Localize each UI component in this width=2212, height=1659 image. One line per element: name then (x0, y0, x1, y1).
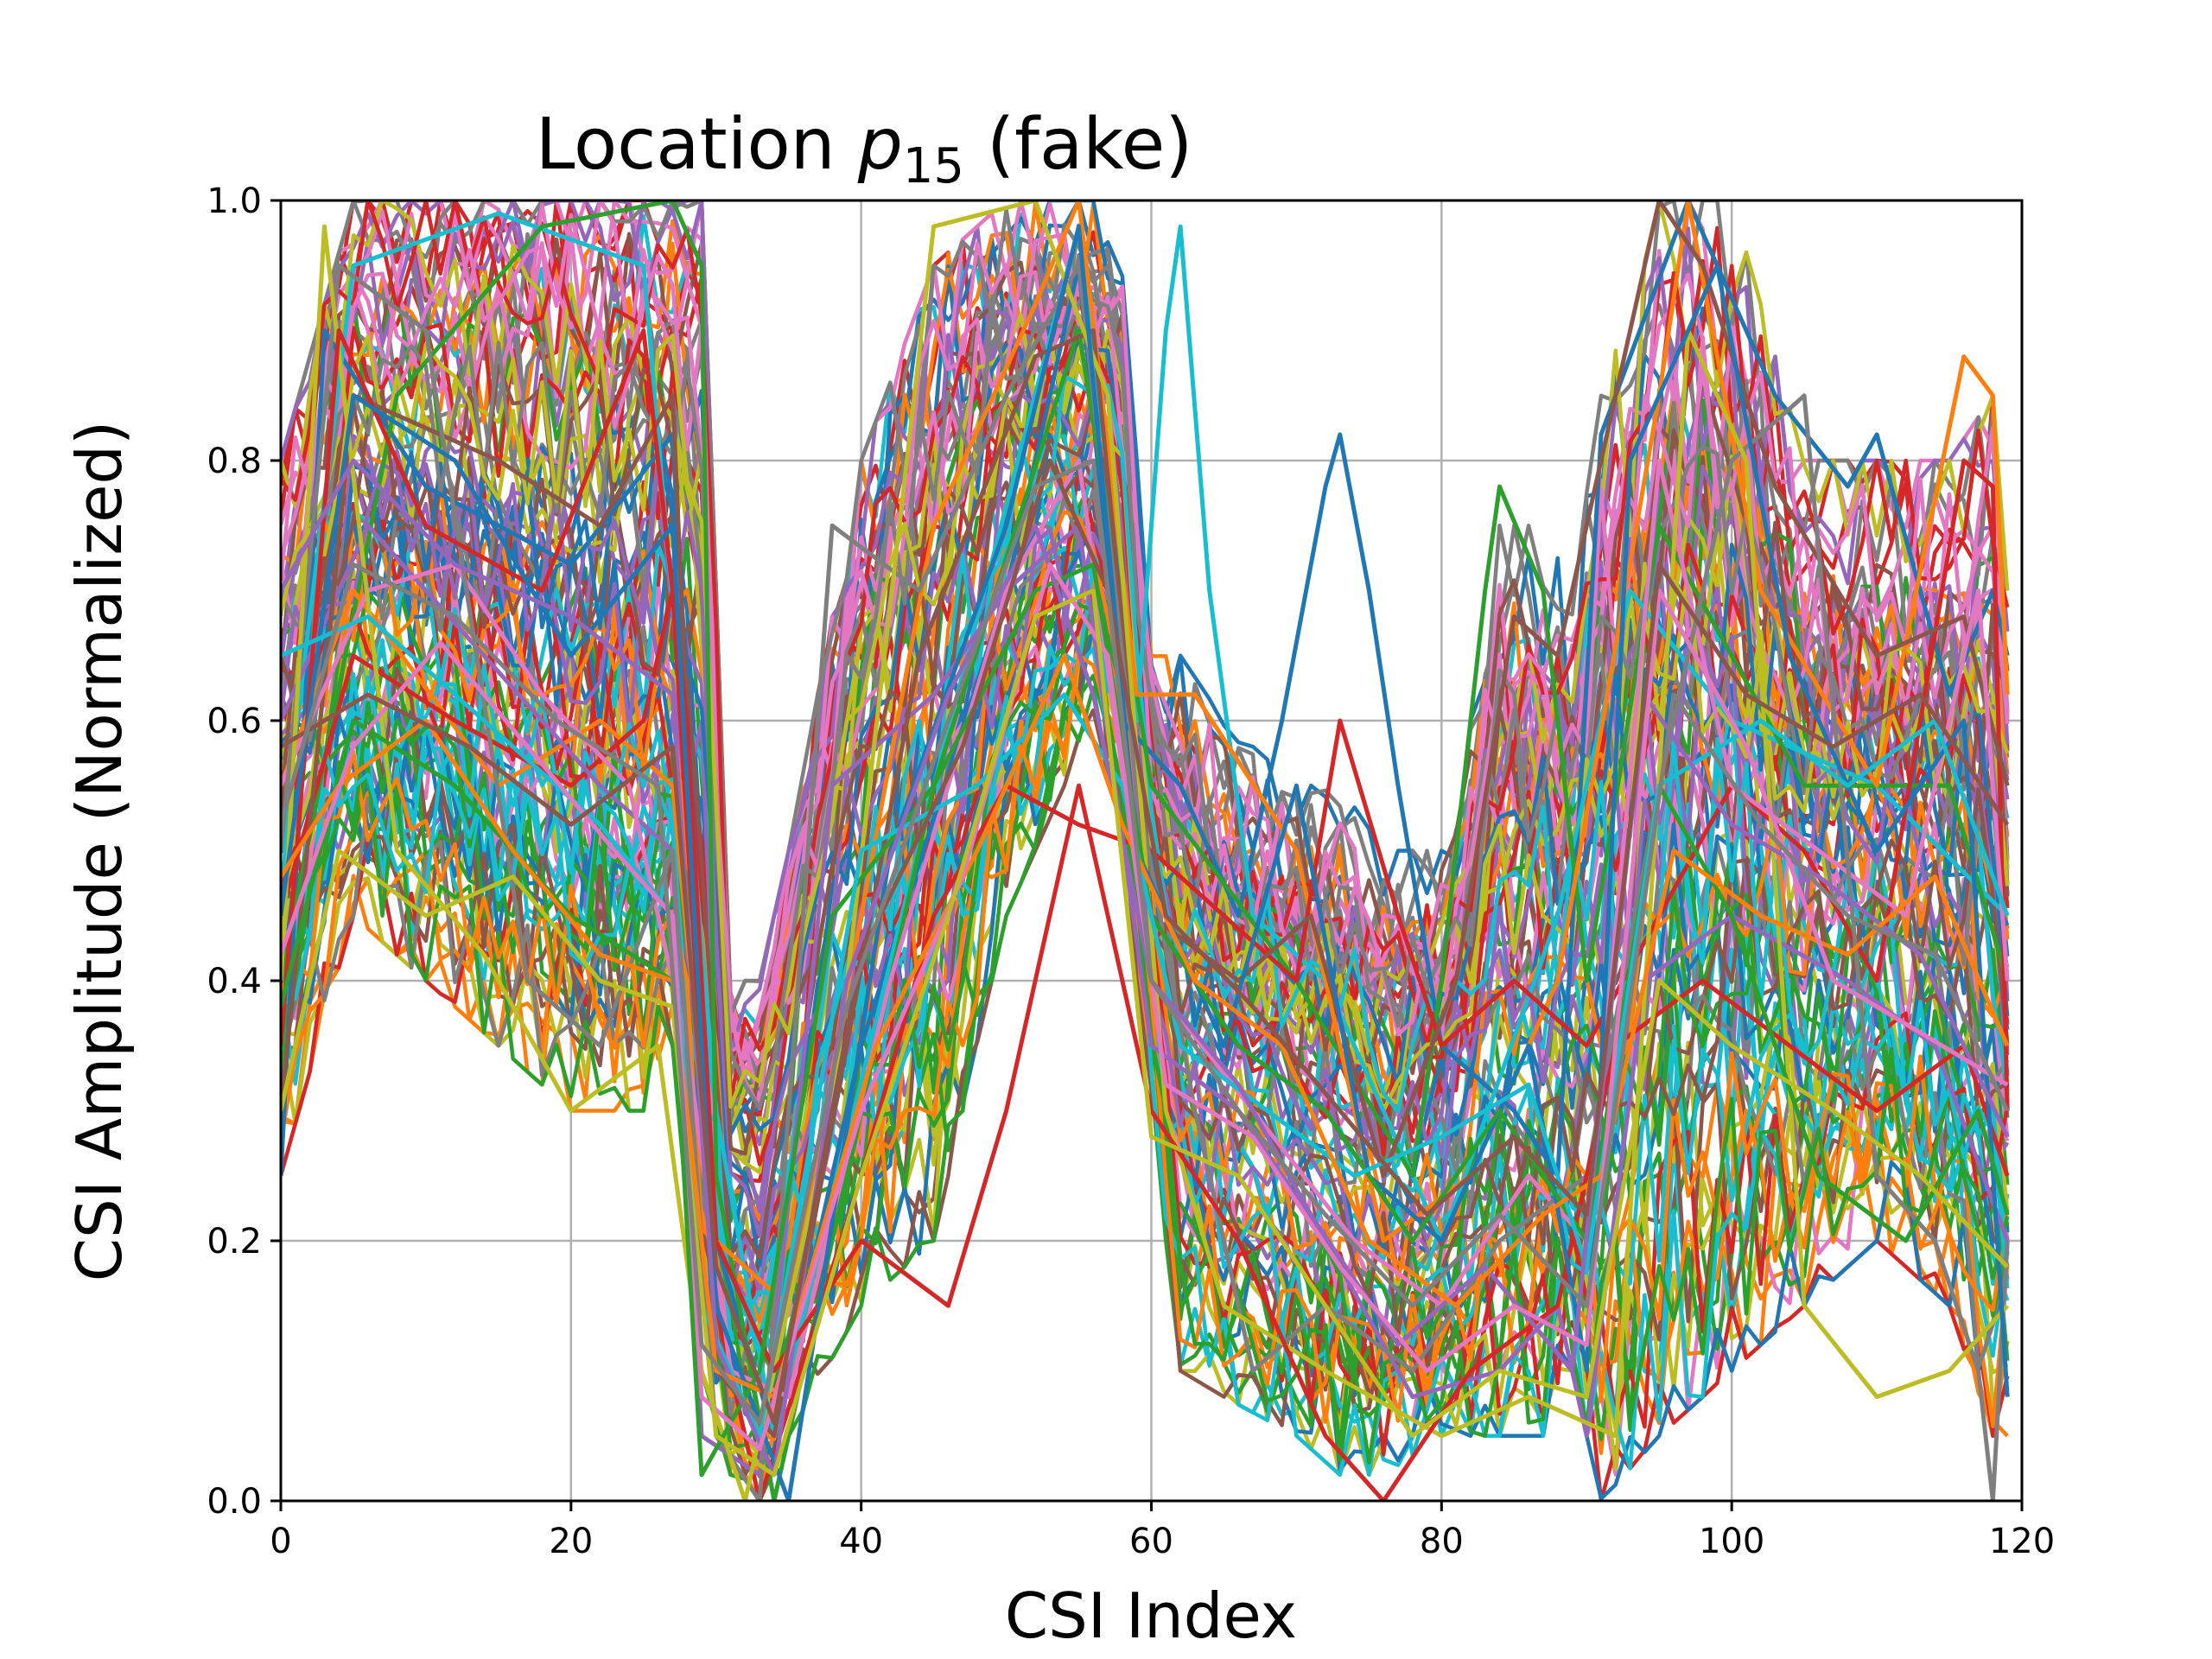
y-tick-label: 0.8 (207, 442, 262, 481)
x-tick-label: 120 (1989, 1522, 2055, 1561)
series-line (281, 458, 2010, 1478)
series-line (281, 588, 2010, 1478)
y-tick-label: 0.0 (207, 1482, 262, 1522)
x-axis-title: CSI Index (1005, 1580, 1297, 1652)
chart-title-prefix: Location (536, 104, 858, 186)
x-tick-label: 100 (1699, 1522, 1764, 1561)
series-line (281, 328, 2010, 1501)
series-line (281, 458, 2010, 1426)
series-group (281, 200, 2010, 1501)
x-tick-label: 40 (839, 1522, 883, 1561)
series-line (281, 252, 2010, 1110)
chart-title-suffix: (fake) (964, 104, 1192, 186)
series-line (281, 458, 2010, 1426)
series-line (281, 224, 2010, 1501)
series-line (281, 523, 2010, 1478)
x-tick-label: 80 (1420, 1522, 1464, 1561)
y-tick-label: 0.2 (207, 1222, 262, 1262)
axis-ticks: 0 20 40 60 80 100 120 0.0 0.2 0.4 0.6 0.8 1.0 (207, 181, 2055, 1561)
y-tick-label: 0.4 (207, 962, 262, 1001)
y-tick-label: 1.0 (207, 181, 262, 221)
x-tick-label: 20 (549, 1522, 593, 1561)
chart-title: Location p15 (fake) (536, 104, 1192, 194)
chart-title-variable: p (857, 104, 903, 186)
x-tick-label: 0 (270, 1522, 291, 1561)
series-line (281, 200, 2010, 1439)
x-tick-label: 60 (1129, 1522, 1173, 1561)
series-line (281, 614, 2010, 1439)
y-axis-title: CSI Amplitude (Normalized) (63, 421, 136, 1281)
series-line (281, 653, 2010, 1400)
y-tick-label: 0.6 (207, 702, 262, 741)
series-line (281, 439, 2010, 1301)
series-line (281, 666, 2009, 1477)
series-line (281, 322, 2010, 1113)
chart-title-subscript: 15 (903, 138, 964, 194)
